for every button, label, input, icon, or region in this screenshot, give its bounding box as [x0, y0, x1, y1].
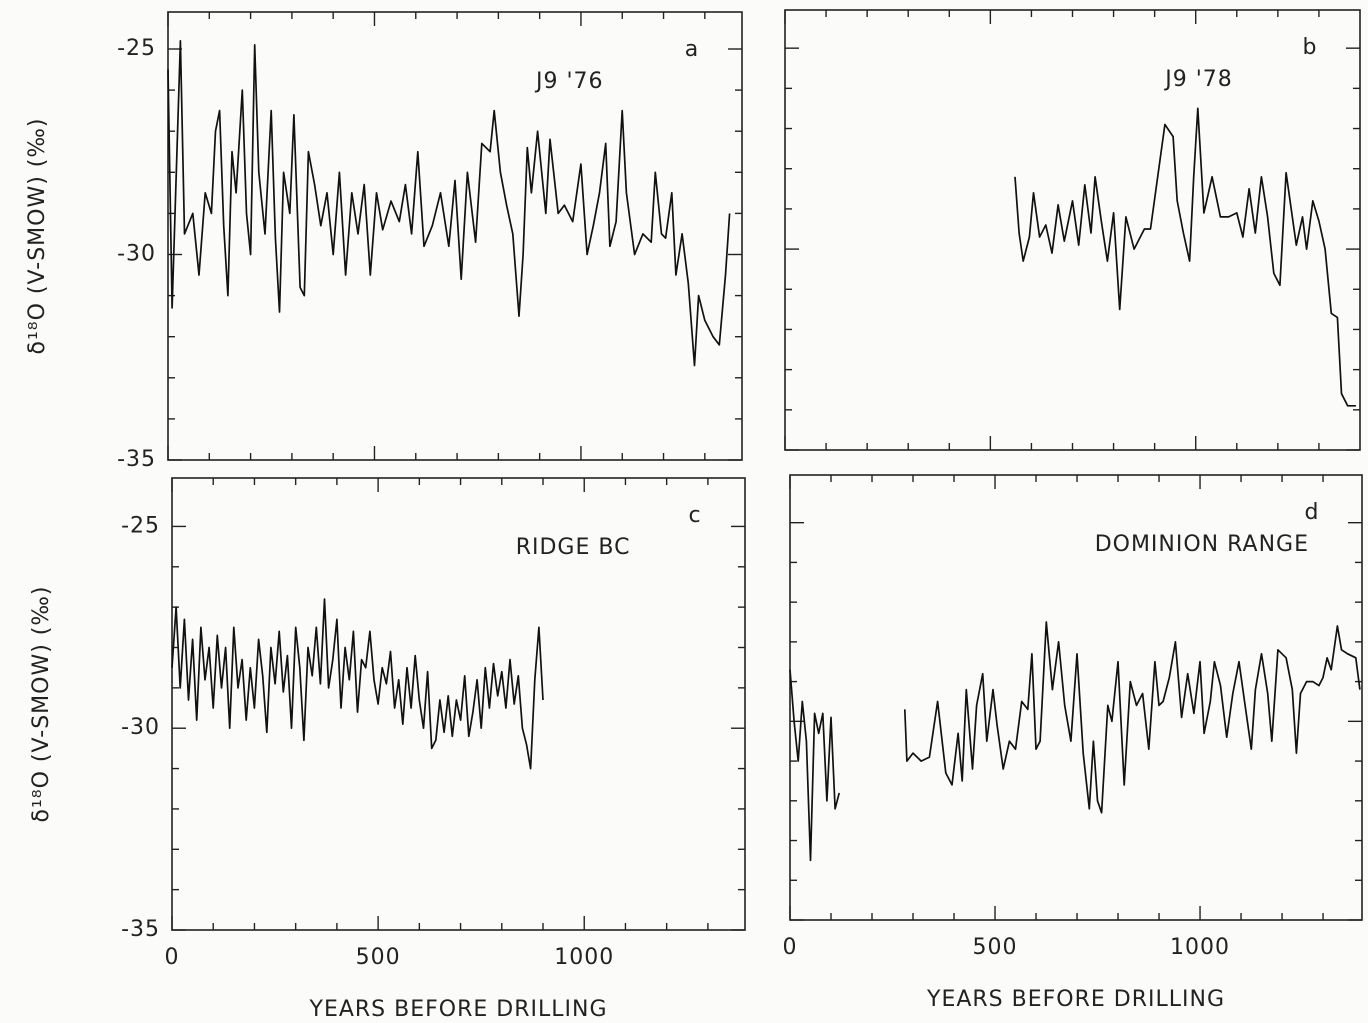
y-tick-label: -25 — [117, 36, 156, 61]
plot-frame — [167, 11, 743, 461]
y-tick-label: -35 — [121, 917, 160, 942]
x-tick-label: 0 — [783, 935, 798, 960]
panel-label: a — [685, 37, 699, 62]
plot-frame — [171, 477, 746, 931]
y-axis-label: δ¹⁸O (V-SMOW) (‰) — [25, 118, 50, 355]
plot-frame — [784, 9, 1361, 451]
panel-label: b — [1303, 35, 1318, 60]
y-axis-label: δ¹⁸O (V-SMOW) (‰) — [29, 586, 54, 823]
data-line — [1014, 107, 1356, 407]
y-tick-label: -30 — [121, 715, 160, 740]
panel-title: J9 '76 — [534, 69, 604, 94]
data-line — [789, 669, 841, 862]
x-tick-label: 500 — [973, 935, 1018, 960]
panel-label: c — [688, 503, 701, 528]
plot-frame — [789, 474, 1363, 921]
x-axis-label: YEARS BEFORE DRILLING — [309, 997, 608, 1022]
y-tick-label: -30 — [117, 241, 156, 266]
panel-title: RIDGE BC — [516, 535, 631, 560]
data-line — [903, 621, 1361, 814]
x-tick-label: 1000 — [1170, 935, 1230, 960]
y-tick-label: -35 — [117, 447, 156, 472]
x-tick-label: 0 — [165, 945, 180, 970]
panel-title: DOMINION RANGE — [1095, 532, 1309, 557]
panel-label: d — [1305, 500, 1320, 525]
x-tick-label: 1000 — [554, 945, 614, 970]
y-tick-label: -25 — [121, 513, 160, 538]
panel-title: J9 '78 — [1163, 67, 1233, 92]
x-tick-label: 500 — [356, 945, 401, 970]
data-line — [167, 39, 731, 367]
x-axis-label: YEARS BEFORE DRILLING — [926, 987, 1225, 1012]
data-line — [171, 598, 544, 770]
